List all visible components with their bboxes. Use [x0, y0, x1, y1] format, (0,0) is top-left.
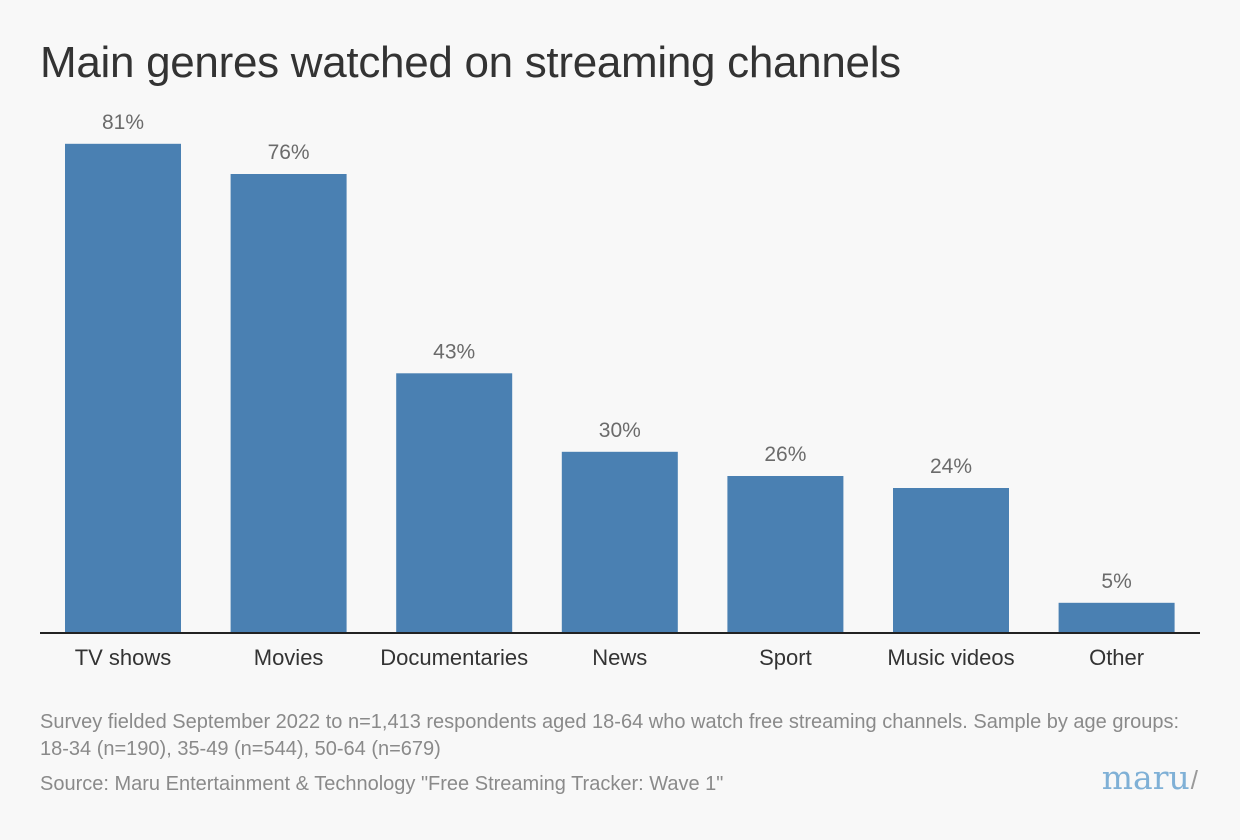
- bar-movies: [230, 174, 347, 633]
- bar-sport: [727, 476, 844, 633]
- bar-news: [561, 451, 678, 633]
- category-label: TV shows: [75, 645, 172, 670]
- category-label: News: [592, 645, 647, 670]
- category-label: Music videos: [887, 645, 1014, 670]
- logo-wordmark: maru: [1101, 758, 1190, 797]
- value-label: 43%: [433, 340, 475, 363]
- maru-logo: maru/: [1102, 758, 1198, 797]
- bar-chart: 81% TV shows 76% Movies 43% Documentaries 30% N…: [40, 111, 1200, 670]
- category-label: Documentaries: [380, 645, 528, 670]
- bar-music-videos: [893, 488, 1009, 633]
- category-label: Sport: [759, 645, 812, 670]
- category-label: Other: [1089, 645, 1144, 670]
- source-note: Source: Maru Entertainment & Technology …: [40, 773, 724, 795]
- bar-tv-shows: [65, 143, 181, 634]
- value-label: 81%: [102, 111, 144, 134]
- value-label: 5%: [1101, 570, 1131, 593]
- survey-footnote: Survey fielded September 2022 to n=1,413…: [40, 711, 1180, 760]
- value-label: 76%: [268, 141, 310, 164]
- bars-group: 81% TV shows 76% Movies 43% Documentaries 30% N…: [65, 111, 1175, 670]
- value-label: 24%: [930, 455, 972, 478]
- logo-slash: /: [1190, 765, 1198, 795]
- value-label: 26%: [764, 443, 806, 466]
- chart-title: Main genres watched on streaming channel…: [40, 38, 901, 87]
- bar-documentaries: [396, 373, 513, 633]
- category-label: Movies: [254, 645, 324, 670]
- value-label: 30%: [599, 419, 641, 442]
- bar-other: [1058, 602, 1175, 633]
